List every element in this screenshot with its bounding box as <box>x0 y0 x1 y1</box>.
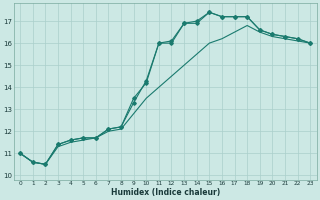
X-axis label: Humidex (Indice chaleur): Humidex (Indice chaleur) <box>111 188 220 197</box>
